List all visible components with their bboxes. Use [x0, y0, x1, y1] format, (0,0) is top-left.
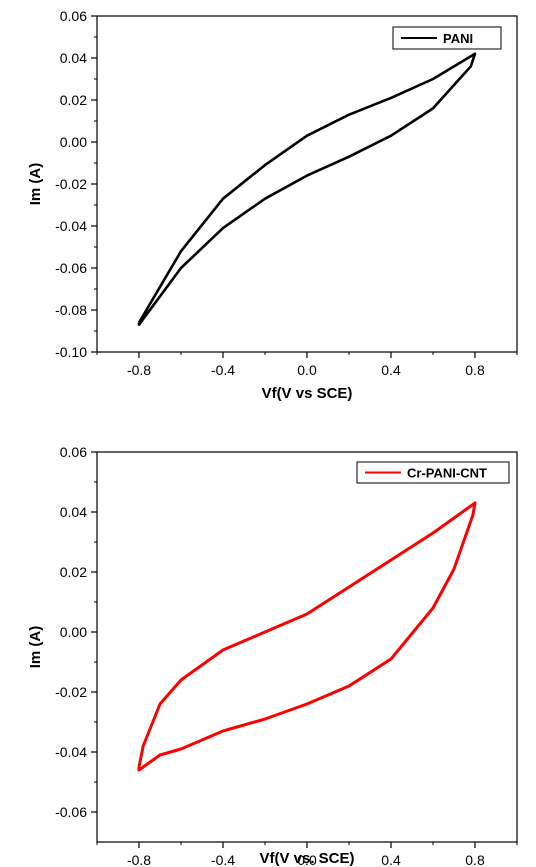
y-tick-label: -0.10 [55, 344, 87, 360]
x-tick-label: -0.8 [127, 362, 151, 378]
y-tick-label: -0.04 [55, 744, 87, 760]
y-tick-label: -0.06 [55, 260, 87, 276]
y-tick-label: -0.06 [55, 804, 87, 820]
y-tick-label: -0.08 [55, 302, 87, 318]
y-tick-label: 0.04 [60, 50, 87, 66]
x-tick-label: 0.4 [381, 362, 401, 378]
series-line-cr-pani-cnt [137, 501, 477, 772]
y-tick-label: 0.02 [60, 564, 87, 580]
y-tick-label: -0.02 [55, 176, 87, 192]
y-tick-label: 0.00 [60, 134, 87, 150]
legend-label: PANI [443, 31, 473, 46]
legend-box [356, 461, 510, 484]
x-tick-label: 0.0 [297, 362, 317, 378]
y-axis-label: Im (A) [27, 163, 44, 206]
chart-pani: -0.8 -0.4 0.0 0.4 0.8 -0.10 -0.08 -0.06 -0.04 -0.… [27, 8, 518, 402]
y-tick-label: -0.04 [55, 218, 87, 234]
chart-cr-pani-cnt: -0.8 -0.4 0.0 0.4 0.8 -0.06 -0.04 -0.02 0.00 0.02… [27, 444, 518, 867]
legend-label: Cr-PANI-CNT [407, 466, 487, 481]
x-tick-label: 0.0 [297, 852, 317, 867]
y-tick-label: 0.06 [60, 444, 87, 460]
plot-frame [96, 451, 518, 843]
y-tick-label: 0.02 [60, 92, 87, 108]
series-line-pani [137, 52, 477, 327]
x-tick-label: 0.8 [465, 362, 485, 378]
y-tick-label: 0.00 [60, 624, 87, 640]
x-tick-label: -0.8 [127, 852, 151, 867]
x-axis-label: Vf(V vs SCE) [262, 385, 353, 402]
x-tick-label: -0.4 [211, 852, 235, 867]
y-tick-label: 0.06 [60, 8, 87, 24]
legend-box [392, 26, 502, 50]
y-tick-label: -0.02 [55, 684, 87, 700]
x-tick-label: 0.4 [381, 852, 401, 867]
y-tick-label: 0.04 [60, 504, 87, 520]
x-axis-label: Vf(V vs. SCE) [259, 850, 354, 867]
y-axis-label: Im (A) [27, 626, 44, 669]
x-tick-label: 0.8 [465, 852, 485, 867]
x-tick-label: -0.4 [211, 362, 235, 378]
